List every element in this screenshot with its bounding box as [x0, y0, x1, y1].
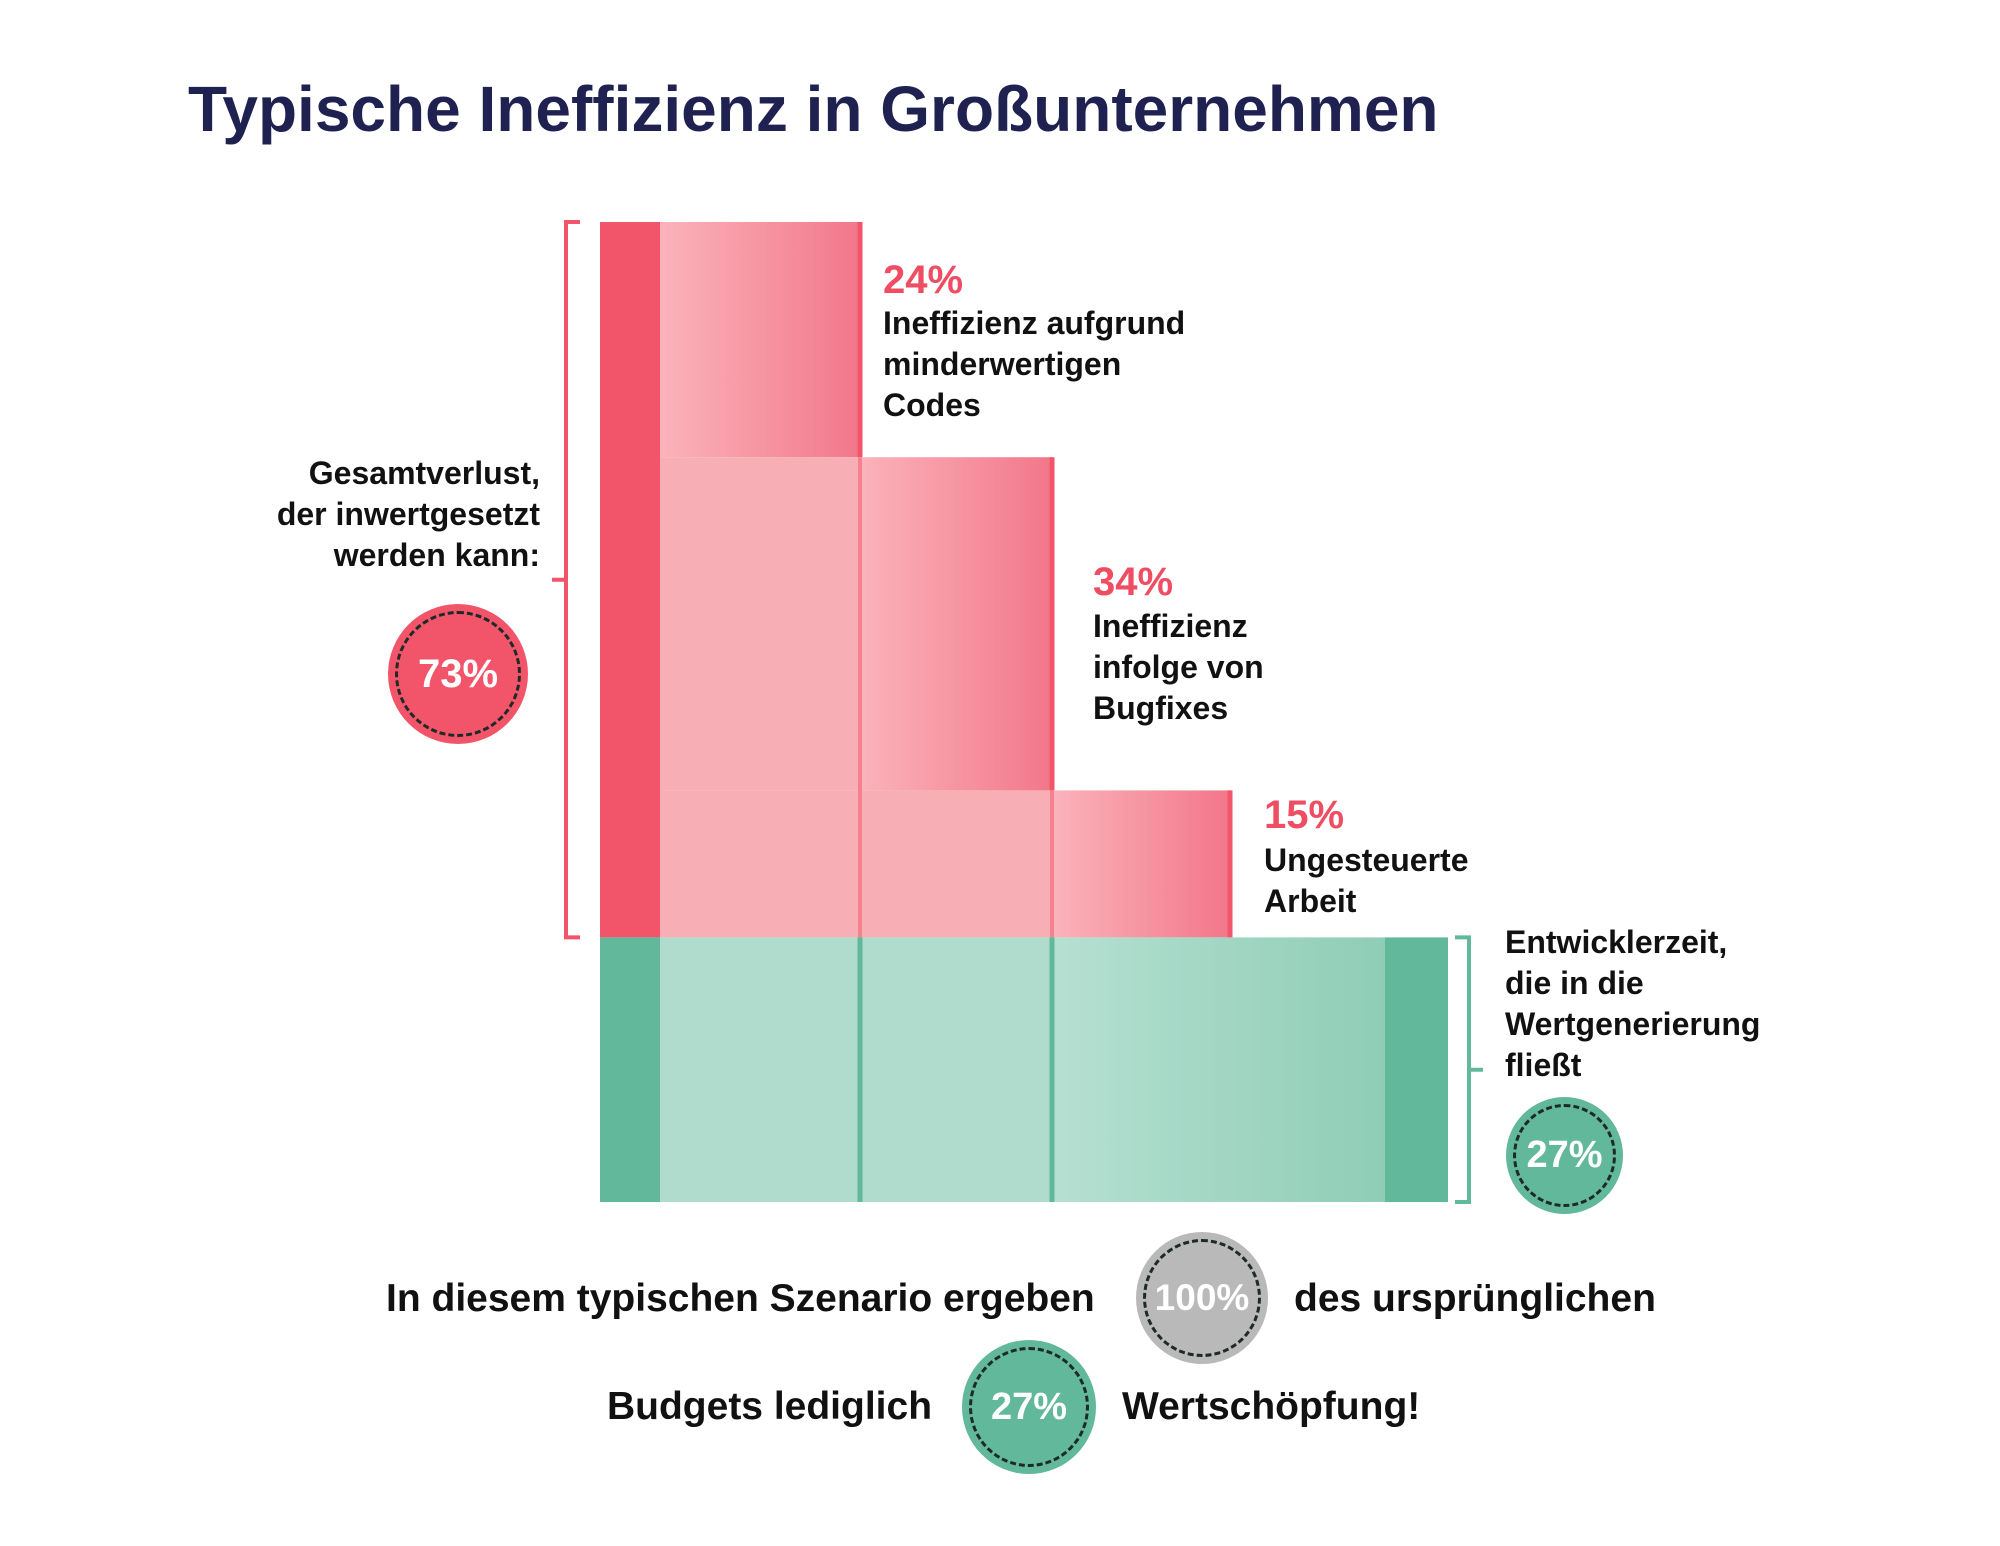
bar-value-fill — [660, 937, 1052, 1202]
segment-value-line: fließt — [1505, 1047, 1582, 1083]
total-loss-line: Gesamtverlust, — [308, 455, 540, 491]
bar-bugfix — [860, 457, 1052, 791]
segment-bugfix-line: Bugfixes — [1093, 690, 1229, 726]
summary-badge-100: 100% — [1136, 1232, 1268, 1364]
segment-bugfix-line: Ineffizienz — [1093, 608, 1248, 644]
total-loss-description: Gesamtverlust, der inwertgesetzt werden … — [220, 453, 540, 576]
loss-left-strip — [600, 222, 660, 938]
segment-value-description: Entwicklerzeit, die in die Wertgenerieru… — [1505, 922, 1760, 1086]
bar-unmanaged — [1052, 790, 1230, 938]
summary-line2-after: Wertschöpfung! — [1122, 1385, 1421, 1428]
segment-unmanaged-value: 15% — [1264, 793, 1345, 837]
summary-badge-27: 27% — [962, 1340, 1096, 1474]
segment-bugfix-description: Ineffizienz infolge von Bugfixes — [1093, 606, 1264, 729]
bar-unmanaged-fill — [660, 790, 860, 938]
segment-unmanaged-description: Ungesteuerte Arbeit — [1264, 840, 1469, 922]
segment-code-value: 24% — [883, 258, 964, 302]
segment-code-line: Codes — [883, 387, 981, 423]
value-left-strip — [600, 937, 660, 1202]
segment-value-line: Wertgenerierung — [1505, 1006, 1761, 1042]
total-loss-line: der inwertgesetzt — [276, 496, 540, 532]
summary-line1-before: In diesem typischen Szenario ergeben — [386, 1277, 1095, 1320]
segment-value-line: Entwicklerzeit, — [1505, 924, 1728, 960]
segment-code-line: minderwertigen — [883, 346, 1122, 382]
value-badge: 27% — [1506, 1097, 1623, 1214]
page-title: Typische Ineffizienz in Großunternehmen — [188, 73, 1439, 145]
total-loss-badge: 73% — [388, 604, 528, 744]
segment-code-description: Ineffizienz aufgrund minderwertigen Code… — [883, 303, 1185, 426]
summary-line2-before: Budgets lediglich — [607, 1385, 933, 1428]
bar-unmanaged-fill — [860, 790, 1052, 938]
bar-value — [1052, 937, 1385, 1202]
value-bracket — [1455, 935, 1483, 1204]
summary-line1-after: des ursprünglichen — [1294, 1277, 1656, 1320]
total-loss-line: werden kann: — [333, 537, 540, 573]
bar-code — [660, 222, 860, 458]
segment-code-line: Ineffizienz aufgrund — [883, 305, 1186, 341]
segment-unmanaged-line: Ungesteuerte — [1264, 842, 1469, 878]
segment-bugfix-line: infolge von — [1093, 649, 1264, 685]
segment-value-line: die in die — [1505, 965, 1644, 1001]
bar-bugfix-fill — [660, 457, 860, 791]
segment-unmanaged-line: Arbeit — [1264, 883, 1357, 919]
total-loss-bracket — [552, 220, 580, 940]
value-right-strip — [1385, 937, 1448, 1202]
segment-bugfix-value: 34% — [1093, 560, 1174, 604]
